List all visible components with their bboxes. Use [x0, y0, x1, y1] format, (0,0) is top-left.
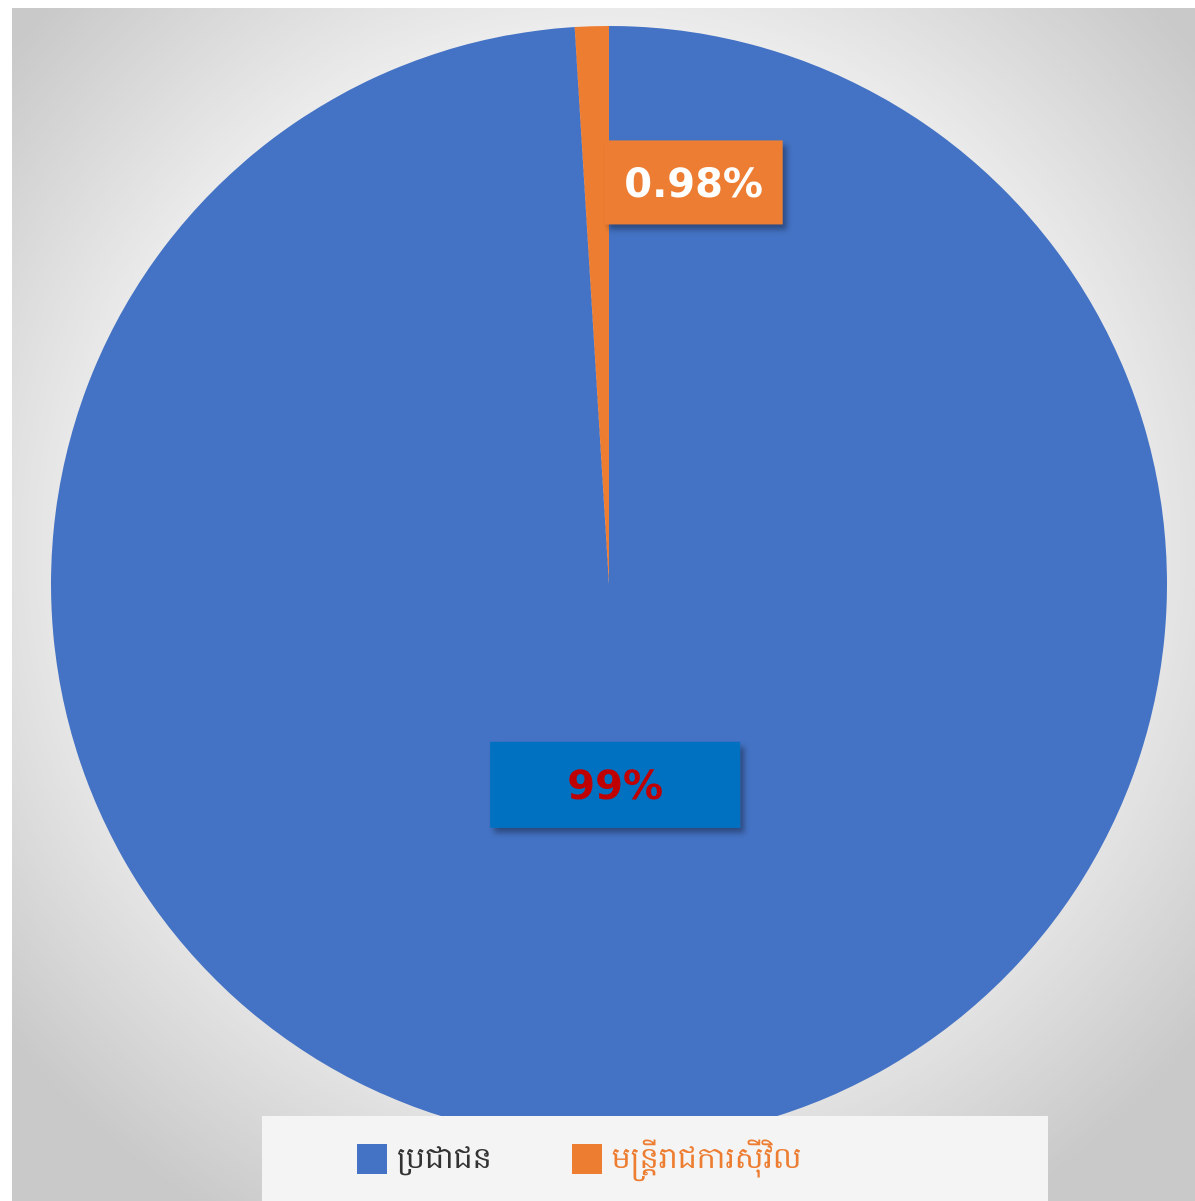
data-label-box-0 [490, 741, 741, 828]
data-label-box-1 [604, 140, 783, 225]
legend-label-1: មន្ត្រីរាជការស៊ីវិល [611, 1140, 802, 1176]
legend: ប្រជាជន មន្ត្រីរាជការស៊ីវិល [262, 1116, 1048, 1201]
legend-label-0: ប្រជាជន [397, 1140, 492, 1176]
pie-slice-1 [574, 26, 609, 584]
legend-swatch-1 [571, 1143, 602, 1174]
data-label-text-1: 0.98% [624, 161, 763, 207]
legend-swatch-0 [357, 1143, 387, 1174]
legend-item-1: មន្ត្រីរាជការស៊ីវិល [571, 1140, 802, 1176]
data-label-text-0: 99% [567, 763, 663, 809]
legend-item-0: ប្រជាជន [357, 1140, 492, 1176]
data-label-1: 0.98% [604, 140, 783, 225]
data-label-0: 99% [490, 741, 741, 828]
